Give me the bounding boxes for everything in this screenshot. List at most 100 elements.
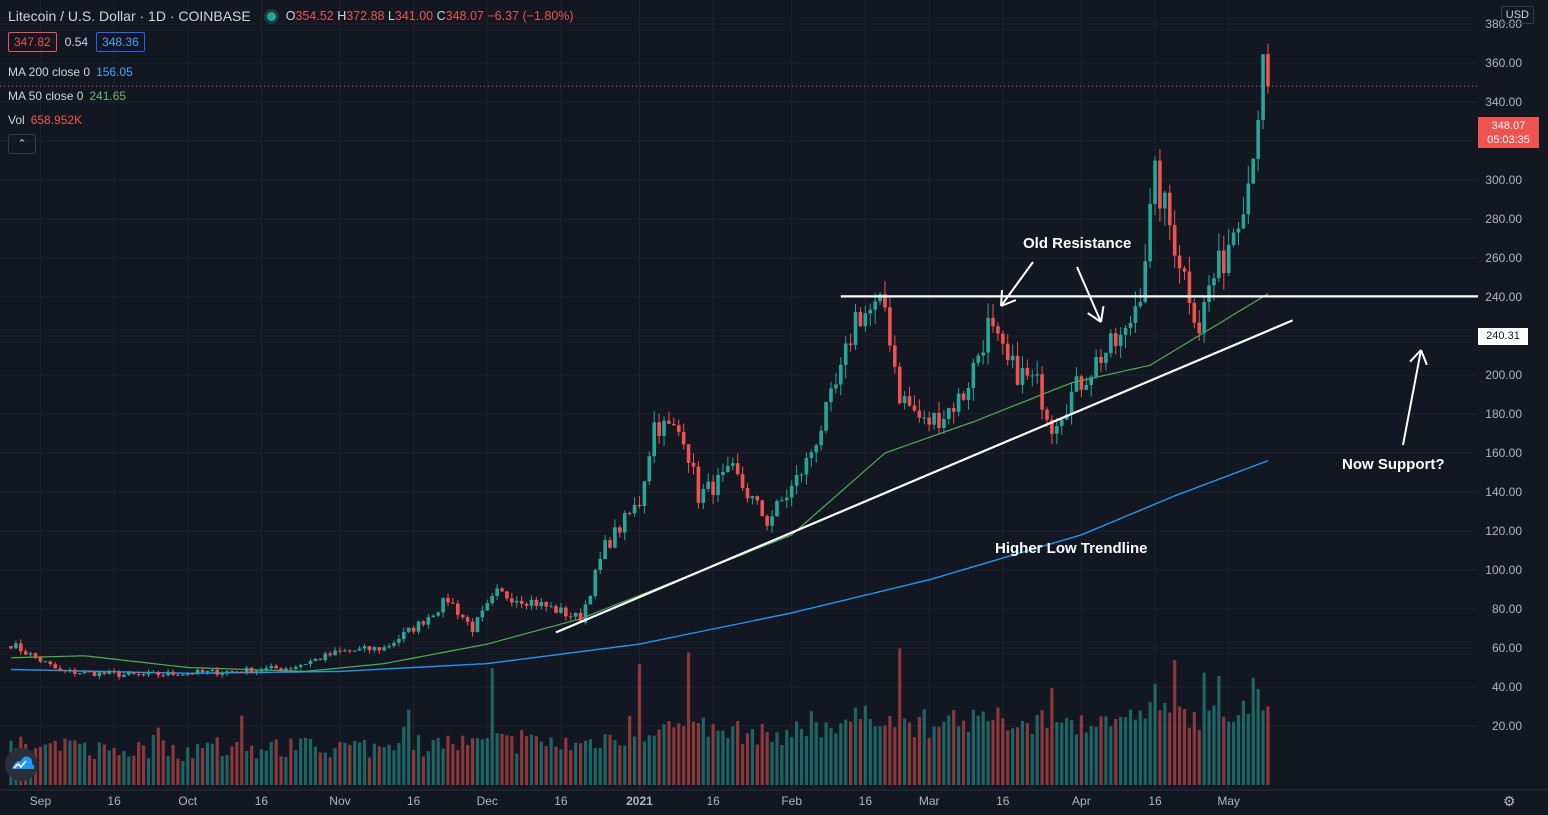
candle-body	[1261, 54, 1265, 121]
candle-body	[1069, 391, 1074, 415]
volume-bar	[1158, 710, 1162, 785]
volume-bar	[647, 735, 651, 785]
arrow-resistance-left-head	[1000, 289, 1004, 307]
volume-bar	[1212, 705, 1216, 785]
volume-bar	[294, 750, 298, 785]
candle-body	[799, 474, 804, 476]
candle-body	[686, 444, 691, 463]
old-resistance-label: Old Resistance	[1023, 235, 1132, 252]
volume-bar	[804, 736, 809, 785]
volume-bar	[863, 705, 867, 785]
volume-bar	[269, 741, 273, 785]
candle-body	[63, 670, 67, 672]
volume-bar	[971, 709, 975, 785]
candle-body	[171, 671, 175, 675]
volume-bar	[1266, 706, 1270, 785]
volume-bar	[333, 748, 337, 785]
volume-bar	[1084, 732, 1088, 785]
candle-body	[1148, 203, 1152, 262]
volume-bar	[790, 737, 794, 785]
volume-bar	[431, 739, 435, 785]
volume-bar	[1153, 683, 1157, 785]
volume-bar	[1148, 702, 1152, 785]
volume-bar	[1030, 734, 1034, 785]
volume-bar	[156, 727, 160, 785]
candle-body	[1020, 367, 1025, 385]
candle-body	[637, 504, 642, 507]
buy-price-button[interactable]: 348.36	[96, 32, 145, 52]
candle-body	[136, 674, 141, 676]
tradingview-logo-icon[interactable]	[5, 748, 38, 781]
candle-body	[696, 466, 701, 503]
volume-bar	[598, 748, 602, 785]
volume-bar	[200, 748, 205, 785]
volume-bar	[323, 752, 327, 785]
spread-value: 0.54	[64, 35, 89, 49]
volume-bar	[137, 741, 141, 785]
volume-bar	[1246, 714, 1250, 785]
time-axis-label: Feb	[781, 794, 802, 808]
candle-body	[406, 627, 411, 632]
volume-bar	[451, 744, 455, 785]
candle-body	[1113, 333, 1118, 347]
indicator-ma200[interactable]: MA 200 close 0 156.05	[8, 65, 133, 79]
arrow-resistance-left	[1000, 261, 1034, 307]
volume-bar	[903, 718, 907, 785]
candle-body	[264, 668, 269, 671]
volume-bar	[1261, 710, 1265, 785]
volume-bar	[146, 758, 151, 785]
candle-body	[166, 671, 170, 676]
indicator-volume[interactable]: Vol 658.952K	[8, 113, 83, 127]
volume-bar	[1006, 730, 1010, 785]
volume-bar	[1182, 708, 1187, 785]
candle-body	[293, 666, 298, 669]
higher-low-trendline	[555, 319, 1293, 634]
volume-bar	[1133, 719, 1137, 785]
sell-price-button[interactable]: 347.82	[8, 32, 57, 52]
volume-bar	[466, 744, 470, 785]
candle-body	[1212, 278, 1216, 286]
chevron-up-icon[interactable]: ⌃	[8, 134, 36, 154]
volume-bar	[696, 723, 700, 785]
volume-bar	[976, 715, 980, 785]
candle-body	[338, 650, 342, 652]
gear-icon[interactable]: ⚙	[1503, 793, 1516, 809]
volume-bar	[524, 736, 529, 785]
symbol-title[interactable]: Litecoin / U.S. Dollar · 1D · COINBASE	[8, 8, 251, 24]
currency-label[interactable]: USD	[1500, 6, 1534, 24]
volume-bar	[161, 740, 165, 785]
price-axis-label: 20.00	[1492, 719, 1522, 733]
candle-body	[195, 669, 200, 675]
candle-body	[701, 488, 706, 503]
time-axis-label: 16	[1148, 794, 1162, 808]
candle-body	[971, 362, 976, 388]
time-axis-label: Nov	[329, 794, 350, 808]
indicator-ma50[interactable]: MA 50 close 0 241.65	[8, 89, 127, 103]
candle-body	[937, 412, 941, 429]
volume-bar	[358, 742, 362, 785]
volume-bar	[416, 735, 421, 785]
candle-body	[1221, 250, 1226, 274]
candle-body	[853, 311, 858, 346]
candle-body	[996, 326, 1000, 334]
volume-bar	[63, 738, 67, 785]
candle-body	[1005, 343, 1010, 361]
candle-body	[1025, 367, 1030, 376]
candle-body	[524, 603, 529, 606]
candle-body	[1246, 183, 1251, 215]
volume-bar	[677, 723, 681, 785]
candle-body	[534, 599, 539, 607]
volume-bar	[426, 751, 430, 785]
candle-body	[107, 671, 111, 674]
volume-bar	[171, 744, 175, 785]
candle-body	[112, 671, 116, 673]
price-axis-label: 300.00	[1485, 173, 1522, 187]
volume-bar	[343, 742, 347, 785]
volume-bar	[1256, 689, 1260, 785]
volume-bar	[603, 734, 607, 785]
volume-bar	[986, 721, 990, 785]
volume-bar	[141, 745, 146, 785]
volume-bar	[520, 730, 524, 785]
candle-body	[23, 651, 28, 655]
